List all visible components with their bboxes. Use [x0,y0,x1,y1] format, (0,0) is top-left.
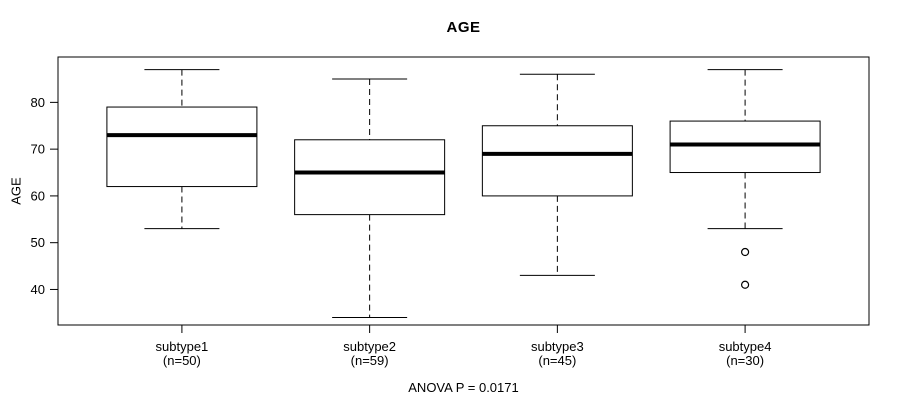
x-category-sublabel: (n=45) [538,353,576,368]
x-category-label: subtype4 [719,339,772,354]
y-tick-label: 80 [31,95,45,110]
plot-border [57,56,870,326]
x-category-sublabel: (n=59) [351,353,389,368]
boxplot-subtype3 [481,73,633,276]
iqr-box [669,120,821,174]
x-category-sublabel: (n=30) [726,353,764,368]
y-axis-title: AGE [8,177,24,205]
x-category-label: subtype3 [531,339,584,354]
iqr-box [294,139,446,216]
y-tick-label: 60 [31,188,45,203]
outlier-point [740,247,750,257]
boxplot-subtype1 [106,69,258,230]
y-tick-label: 70 [31,142,45,157]
boxplot-subtype2 [294,78,446,319]
x-category-sublabel: (n=50) [163,353,201,368]
iqr-box [481,125,633,197]
outlier-point [740,280,750,289]
y-tick-label: 40 [31,282,45,297]
y-tick-label: 50 [31,235,45,250]
iqr-box [106,106,258,188]
anova-annotation: ANOVA P = 0.0171 [408,380,519,395]
chart-title: AGE [446,19,481,36]
x-category-label: subtype1 [156,339,209,354]
boxplot-subtype4 [669,69,821,289]
x-category-label: subtype2 [343,339,396,354]
